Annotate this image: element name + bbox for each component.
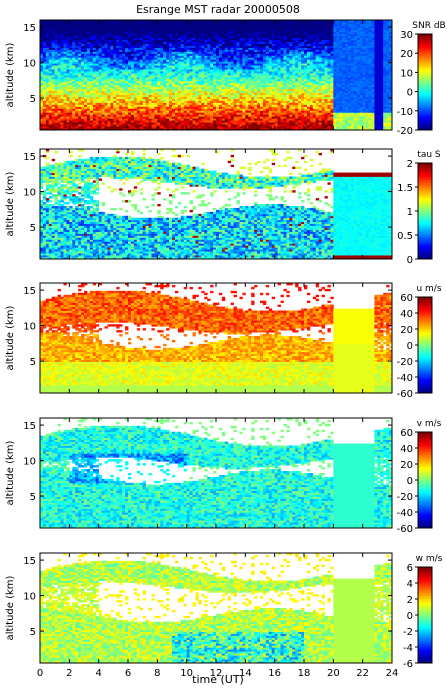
heatmap-cells [40, 20, 392, 130]
figure-title: Esrange MST radar 20000508 [136, 3, 300, 16]
